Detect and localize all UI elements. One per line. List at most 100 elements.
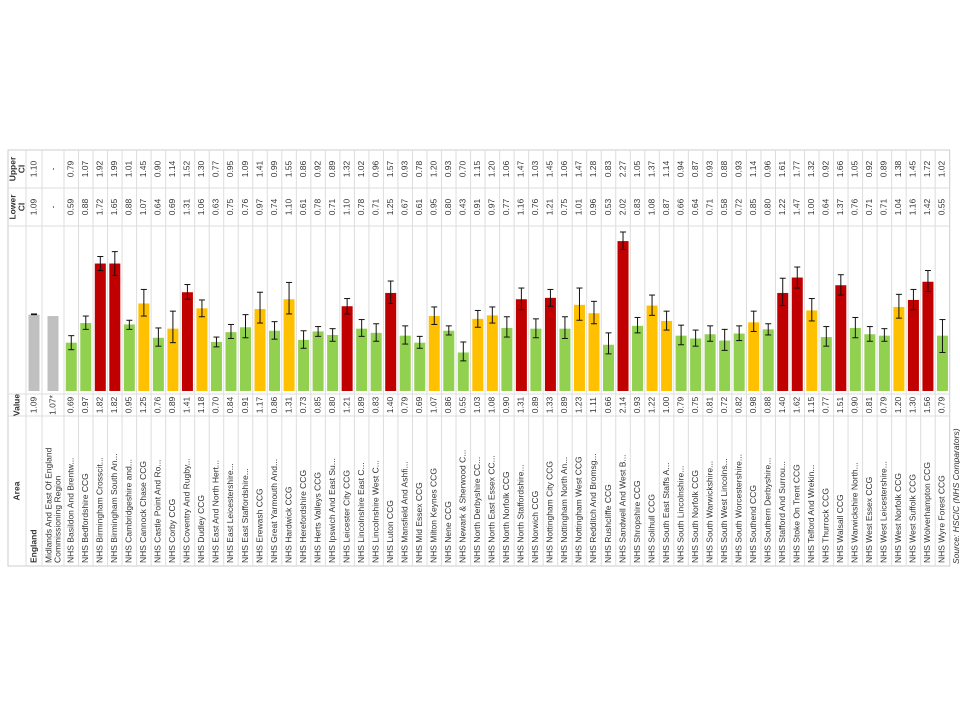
area-link[interactable]: NHS South Lincolnshire... bbox=[675, 466, 685, 563]
lower-cell: 1.72 bbox=[95, 198, 105, 215]
value-cell: 1.11 bbox=[588, 397, 598, 413]
area-link[interactable]: NHS South Warwickshire... bbox=[704, 461, 714, 563]
upper-cell: 1.32 bbox=[806, 160, 816, 177]
value-bar bbox=[632, 325, 644, 391]
area-link[interactable]: NHS Castle Point And Ro... bbox=[153, 460, 163, 563]
value-bar bbox=[661, 320, 673, 391]
lower-cell: 0.69 bbox=[167, 198, 177, 215]
area-link[interactable]: NHS Corby CCG bbox=[167, 499, 177, 563]
value-bar bbox=[457, 352, 469, 391]
area-link[interactable]: NHS Warwickshire North... bbox=[850, 462, 860, 563]
area-link[interactable]: NHS Lincolnshire East C... bbox=[356, 462, 366, 563]
area-link[interactable]: NHS Coventry And Rugby... bbox=[182, 458, 192, 563]
value-cell: 1.25 bbox=[138, 396, 148, 413]
upper-cell: 1.92 bbox=[95, 160, 105, 177]
area-link[interactable]: NHS South East Staffs A... bbox=[661, 463, 671, 563]
area-link[interactable]: NHS Hardwick CCG bbox=[283, 486, 293, 563]
upper-cell: 1.45 bbox=[545, 160, 555, 177]
lower-cell: 0.66 bbox=[675, 198, 685, 215]
upper-cell: 1.06 bbox=[559, 160, 569, 177]
upper-cell: 0.94 bbox=[675, 160, 685, 177]
value-cell: 0.55 bbox=[458, 396, 468, 413]
area-link[interactable]: NHS Mid Essex CCG bbox=[414, 482, 424, 563]
area-link[interactable]: NHS Stoke On Trent CCG bbox=[792, 464, 802, 563]
area-link[interactable]: NHS Basildon And Brentw... bbox=[66, 458, 76, 563]
area-link[interactable]: NHS West Essex CCG bbox=[864, 477, 874, 563]
upper-cell: 0.88 bbox=[719, 160, 729, 177]
area-link[interactable]: NHS Herefordshire CCG bbox=[298, 470, 308, 563]
value-bar bbox=[690, 338, 702, 391]
upper-cell: - bbox=[47, 167, 57, 170]
area-link[interactable]: NHS Birmingham Crosscit... bbox=[95, 457, 105, 563]
value-cell: 1.22 bbox=[646, 396, 656, 413]
area-link[interactable]: NHS Rushcliffe CCG bbox=[603, 484, 613, 563]
value-bar bbox=[370, 332, 382, 391]
area-link[interactable]: NHS Birmingham South An... bbox=[109, 453, 119, 563]
area-link[interactable]: NHS Erewash CCG bbox=[254, 488, 264, 563]
value-cell: 0.84 bbox=[225, 396, 235, 413]
area-link[interactable]: NHS Ipswich And East Su... bbox=[327, 458, 337, 563]
area-link[interactable]: NHS East Leicestershire... bbox=[225, 463, 235, 563]
area-link[interactable]: NHS East Staffordshire... bbox=[240, 468, 250, 563]
area-link[interactable]: NHS Sandwell And West B... bbox=[617, 454, 627, 563]
value-bar bbox=[123, 324, 135, 391]
area-link[interactable]: NHS Cambridgeshire and... bbox=[124, 459, 134, 563]
area-link[interactable]: NHS North Staffordshire... bbox=[516, 464, 526, 563]
area-link[interactable]: NHS South Worcestershire... bbox=[733, 454, 743, 563]
area-link[interactable]: NHS Cannock Chase CCG bbox=[138, 461, 148, 563]
area-link[interactable]: NHS Shropshire CCG bbox=[632, 480, 642, 563]
header-upper: Upper bbox=[7, 156, 17, 181]
area-link[interactable]: NHS West Leicestershire... bbox=[879, 461, 889, 563]
area-link[interactable]: NHS Great Yarmouth And... bbox=[269, 459, 279, 563]
upper-cell: 0.92 bbox=[821, 160, 831, 177]
area-link[interactable]: NHS Norwich CCG bbox=[530, 491, 540, 563]
upper-cell: 1.77 bbox=[792, 160, 802, 177]
lower-cell: 0.78 bbox=[356, 198, 366, 215]
area-link[interactable]: NHS Luton CCG bbox=[385, 500, 395, 563]
area-link[interactable]: NHS Lincolnshire West C... bbox=[370, 460, 380, 563]
area-link[interactable]: NHS Milton Keynes CCG bbox=[429, 468, 439, 563]
lower-cell: 0.80 bbox=[443, 198, 453, 215]
area-link[interactable]: NHS North Derbyshire CC... bbox=[472, 457, 482, 563]
area-link[interactable]: NHS Newark & Sherwood C... bbox=[458, 450, 468, 563]
upper-cell: 0.96 bbox=[370, 160, 380, 177]
value-bar bbox=[907, 299, 919, 391]
area-link[interactable]: NHS Telford And Wrekin... bbox=[806, 465, 816, 563]
area-link[interactable]: NHS West Suffolk CCG bbox=[908, 474, 918, 563]
upper-cell: 1.01 bbox=[124, 160, 134, 177]
area-link[interactable]: NHS South Norfolk CCG bbox=[690, 470, 700, 563]
area-link[interactable]: NHS Wolverhampton CCG bbox=[922, 462, 932, 563]
value-bar bbox=[196, 308, 208, 391]
lower-cell: 0.43 bbox=[458, 198, 468, 215]
upper-cell: 1.37 bbox=[646, 160, 656, 177]
upper-cell: 1.45 bbox=[138, 160, 148, 177]
area-link[interactable]: NHS Southend CCG bbox=[748, 485, 758, 563]
area-link[interactable]: NHS North Norfolk CCG bbox=[501, 471, 511, 563]
upper-cell: 1.47 bbox=[516, 160, 526, 177]
area-link[interactable]: NHS Solihull CCG bbox=[646, 494, 656, 563]
area-link[interactable]: NHS East And North Hert... bbox=[211, 460, 221, 563]
lower-cell: 0.74 bbox=[269, 198, 279, 215]
area-link[interactable]: NHS Leicester City CCG bbox=[341, 470, 351, 563]
area-link[interactable]: NHS Mansfield And Ashfi... bbox=[399, 461, 409, 563]
area-link[interactable]: NHS Nene CCG bbox=[443, 501, 453, 563]
area-link[interactable]: NHS Nottingham City CCG bbox=[545, 461, 555, 563]
area-link[interactable]: NHS North East Essex CC... bbox=[487, 455, 497, 563]
area-link[interactable]: NHS Dudley CCG bbox=[196, 495, 206, 563]
area-link[interactable]: NHS Redditch And Bromsg... bbox=[588, 453, 598, 563]
area-link[interactable]: NHS Nottingham West CCG bbox=[574, 456, 584, 563]
lower-cell: 0.61 bbox=[298, 198, 308, 215]
area-link[interactable]: NHS South West Lincolns... bbox=[719, 458, 729, 563]
area-link[interactable]: NHS Nottingham North An... bbox=[559, 457, 569, 563]
area-link[interactable]: NHS Thurrock CCG bbox=[821, 488, 831, 563]
area-link[interactable]: NHS Walsall CCG bbox=[835, 494, 845, 563]
value-bar bbox=[515, 299, 527, 391]
area-link[interactable]: NHS Bedfordshire CCG bbox=[80, 473, 90, 563]
area-link[interactable]: NHS Wyre Forest CCG bbox=[937, 475, 947, 563]
area-link[interactable]: NHS Herts Valleys CCG bbox=[312, 472, 322, 563]
area-link[interactable]: NHS West Norfolk CCG bbox=[893, 473, 903, 563]
area-link[interactable]: NHS Southern Derbyshire... bbox=[762, 458, 772, 563]
header-upper: CI bbox=[16, 165, 26, 174]
area-link[interactable]: NHS Stafford And Surrou... bbox=[777, 461, 787, 563]
value-cell: 1.56 bbox=[922, 396, 932, 413]
